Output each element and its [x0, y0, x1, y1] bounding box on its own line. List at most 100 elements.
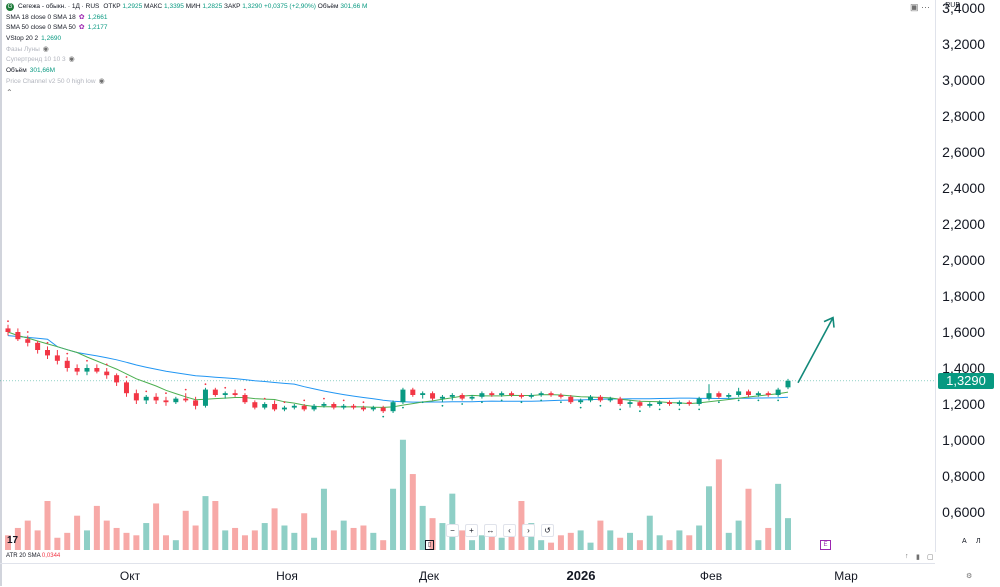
scroll-right-button[interactable]: ›: [522, 524, 535, 537]
volume-bar: [597, 520, 604, 550]
candle-body: [667, 402, 673, 404]
indicator-vstop[interactable]: VStop 20 2 1,2690: [6, 35, 62, 43]
volume-bar: [567, 532, 574, 550]
candle-body: [716, 393, 722, 397]
vstop-dot: [342, 399, 345, 402]
volume-bar: [636, 540, 643, 550]
trash-icon[interactable]: ▮: [916, 554, 920, 561]
volume-bar: [222, 530, 229, 550]
pane-up-icon[interactable]: ↑: [905, 553, 909, 560]
price-tick: 2,2000: [942, 216, 985, 232]
volume-bar: [587, 542, 594, 550]
candle-body: [400, 389, 406, 403]
vstop-dot: [382, 415, 385, 418]
volume-bar: [281, 525, 288, 550]
candle-body: [617, 398, 623, 404]
indicator-price-channel[interactable]: Price Channel v2 50 0 high low ◉: [6, 77, 367, 88]
price-tick: 2,0000: [942, 252, 985, 268]
candle-body: [370, 407, 376, 410]
vstop-dot: [737, 399, 740, 402]
candle-body: [430, 393, 436, 399]
log-scale-button[interactable]: Л: [976, 538, 981, 545]
volume-bar: [785, 518, 791, 550]
indicator-moon-phases[interactable]: Фазы Луны ◉: [6, 45, 367, 56]
volume-bar: [696, 525, 703, 550]
symbol-row[interactable]: G Сегежа - обыкн. · 1Д · RUS ОТКР 1,2925…: [6, 2, 367, 13]
vstop-dot: [698, 408, 701, 411]
eye-icon[interactable]: ◉: [98, 77, 105, 85]
volume-bar: [340, 520, 347, 550]
candle-body: [341, 405, 347, 408]
vstop-dot: [777, 399, 780, 402]
price-tick: 1,2000: [942, 396, 985, 412]
price-axis[interactable]: 3,4000 3,2000 3,0000 2,8000 2,6000 2,4000 2,20…: [935, 0, 1000, 552]
settings-gear-icon[interactable]: ⚙: [966, 573, 973, 580]
candle-body: [25, 339, 31, 343]
volume-bar: [192, 525, 199, 550]
time-axis[interactable]: Окт Ноя Дек 2026 Фев Мар: [0, 563, 935, 587]
vstop-dot: [46, 341, 49, 344]
tradingview-logo[interactable]: 17: [7, 535, 19, 546]
candle-body: [74, 368, 80, 372]
collapse-legend-button[interactable]: ⌃: [6, 88, 367, 99]
indicator-supertrend[interactable]: Супертренд 10 10 3 ◉: [6, 55, 367, 66]
candle-body: [538, 393, 544, 395]
zoom-in-button[interactable]: +: [465, 524, 478, 537]
candle-body: [568, 396, 574, 403]
scroll-left-button[interactable]: ‹: [503, 524, 516, 537]
candle-body: [331, 404, 337, 408]
zoom-out-button[interactable]: −: [446, 524, 459, 537]
volume-bar: [607, 530, 614, 550]
symbol-title[interactable]: Сегежа - обыкн. · 1Д · RUS: [18, 3, 100, 10]
event-marker-icon[interactable]: E: [820, 540, 831, 550]
candle-body: [420, 393, 426, 395]
volume-bar: [54, 537, 61, 550]
volume-bar: [577, 530, 584, 550]
candle-body: [588, 396, 594, 401]
fit-button[interactable]: ↔: [484, 524, 497, 537]
price-tick: 3,0000: [942, 72, 985, 88]
forecast-arrow-head: [823, 316, 835, 328]
volume-bar: [745, 488, 752, 550]
vstop-dot: [26, 331, 29, 333]
eye-icon[interactable]: ◉: [42, 45, 49, 53]
candle-body: [44, 350, 50, 356]
candle-body: [469, 396, 475, 399]
atr-legend[interactable]: ATR 20 SMA 0,0344: [6, 553, 61, 559]
candle-body: [775, 389, 781, 395]
indicator-sma18[interactable]: SMA 18 close 0 SMA 18 ✿ 1,2661: [6, 13, 367, 24]
vstop-dot: [204, 383, 207, 386]
eye-icon[interactable]: ◉: [68, 56, 75, 64]
volume-bar: [706, 486, 713, 550]
currency-label[interactable]: RUB: [945, 2, 960, 9]
candle-body: [380, 407, 386, 412]
indicator-volume[interactable]: Объём 301,66M: [6, 67, 56, 75]
volume-bar: [93, 505, 100, 550]
price-tick: 2,4000: [942, 180, 985, 196]
candle-body: [143, 396, 149, 401]
price-chart[interactable]: [0, 0, 935, 563]
chart-menu-icon[interactable]: ▣ ⋯: [909, 2, 930, 12]
auto-scale-button[interactable]: А: [962, 538, 967, 545]
reset-button[interactable]: ↺: [541, 524, 554, 537]
candle-body: [5, 328, 11, 332]
volume-bar: [291, 532, 298, 550]
candle-body: [262, 404, 268, 408]
settings-icon[interactable]: ✿: [78, 13, 85, 21]
candle-body: [114, 375, 120, 383]
vstop-dot: [500, 399, 503, 402]
candle-body: [459, 395, 465, 399]
volume-bar: [627, 532, 634, 550]
volume-bar: [409, 474, 416, 550]
volume-bar: [488, 527, 495, 550]
settings-icon[interactable]: ✿: [78, 24, 85, 32]
indicator-sma50[interactable]: SMA 50 close 0 SMA 50 ✿ 1,2177: [6, 23, 367, 34]
candle-body: [518, 395, 524, 397]
vstop-dot: [244, 388, 246, 391]
vstop-dot: [283, 401, 286, 404]
volume-bar: [765, 527, 772, 550]
maximize-pane-icon[interactable]: ▢: [927, 554, 934, 561]
calendar-icon[interactable]: ▯: [425, 540, 434, 550]
vstop-dot: [421, 401, 424, 404]
